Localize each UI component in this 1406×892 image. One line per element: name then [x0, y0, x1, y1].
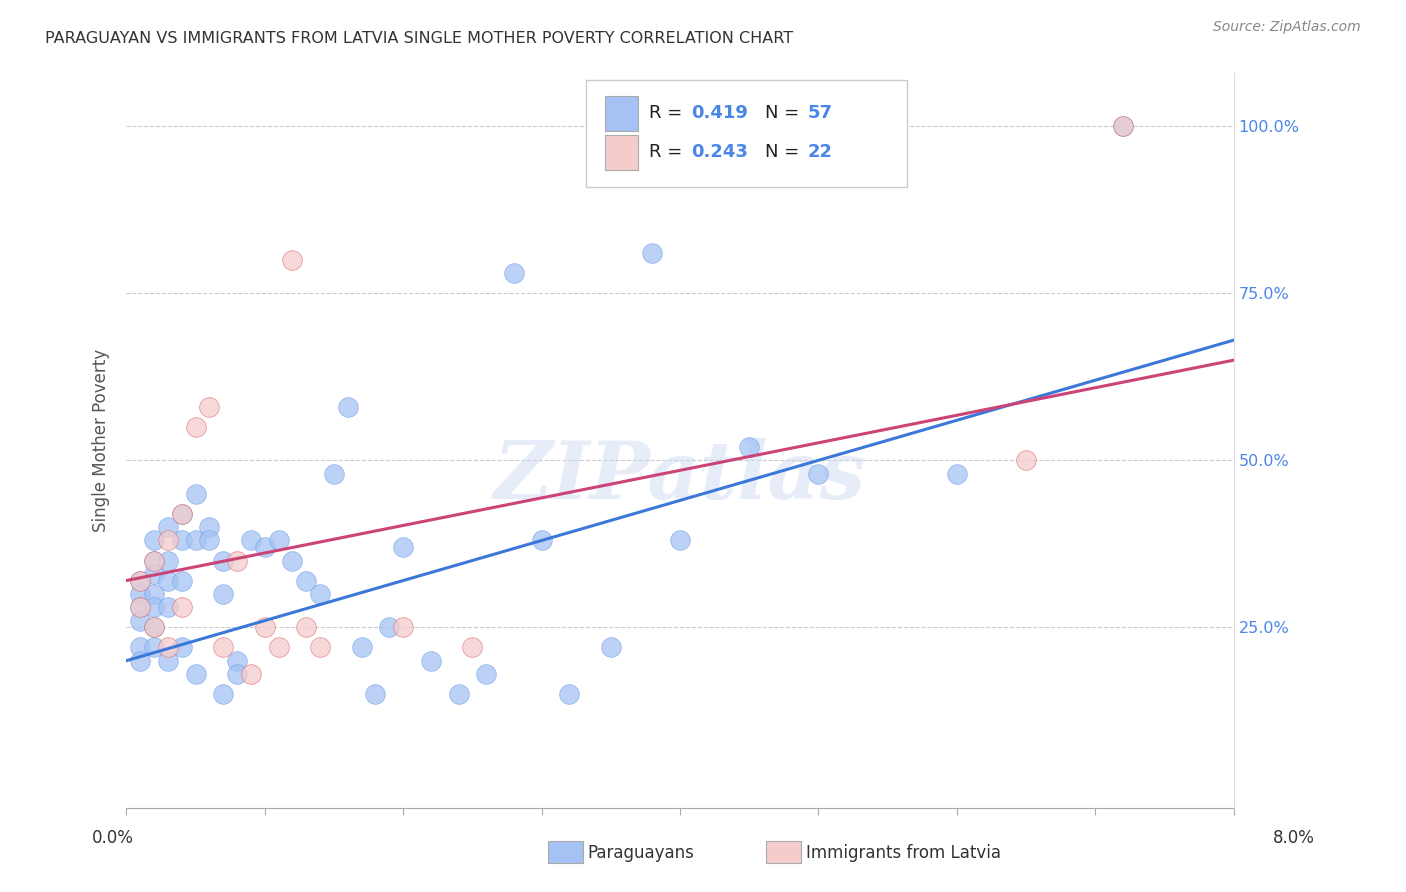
Text: 57: 57	[807, 104, 832, 122]
Point	[143, 620, 166, 634]
Point	[198, 533, 221, 548]
Text: R =: R =	[650, 104, 688, 122]
Point	[129, 574, 152, 588]
Point	[143, 620, 166, 634]
Point	[198, 520, 221, 534]
Point	[156, 654, 179, 668]
Point	[1015, 453, 1038, 467]
Point	[129, 587, 152, 601]
Point	[295, 574, 318, 588]
Point	[129, 654, 152, 668]
Text: R =: R =	[650, 144, 688, 161]
Point	[309, 587, 332, 601]
Point	[156, 574, 179, 588]
Point	[1112, 120, 1135, 134]
Point	[641, 246, 664, 260]
Point	[295, 620, 318, 634]
Point	[419, 654, 441, 668]
Point	[323, 467, 346, 481]
Point	[807, 467, 830, 481]
Point	[170, 507, 193, 521]
Point	[143, 587, 166, 601]
Point	[143, 533, 166, 548]
Point	[281, 553, 304, 567]
Text: 0.243: 0.243	[692, 144, 748, 161]
Text: N =: N =	[765, 104, 806, 122]
Point	[170, 574, 193, 588]
Point	[143, 566, 166, 581]
Point	[184, 487, 207, 501]
Point	[129, 600, 152, 615]
Point	[336, 400, 359, 414]
Text: Paraguayans: Paraguayans	[588, 844, 695, 862]
Point	[503, 266, 526, 280]
Text: ZIPatlas: ZIPatlas	[494, 438, 866, 516]
Point	[226, 667, 249, 681]
Point	[475, 667, 498, 681]
FancyBboxPatch shape	[586, 80, 907, 186]
Point	[447, 687, 470, 701]
Point	[599, 640, 621, 655]
Point	[669, 533, 692, 548]
Point	[212, 640, 235, 655]
Text: 0.419: 0.419	[692, 104, 748, 122]
Point	[738, 440, 761, 454]
Text: PARAGUAYAN VS IMMIGRANTS FROM LATVIA SINGLE MOTHER POVERTY CORRELATION CHART: PARAGUAYAN VS IMMIGRANTS FROM LATVIA SIN…	[45, 31, 793, 46]
Point	[184, 667, 207, 681]
Point	[364, 687, 387, 701]
Point	[392, 540, 415, 554]
Text: N =: N =	[765, 144, 806, 161]
Text: 0.0%: 0.0%	[91, 829, 134, 847]
Point	[129, 614, 152, 628]
Point	[184, 420, 207, 434]
Point	[170, 600, 193, 615]
Point	[212, 587, 235, 601]
Text: 22: 22	[807, 144, 832, 161]
Point	[530, 533, 553, 548]
Point	[378, 620, 401, 634]
Point	[350, 640, 373, 655]
Point	[239, 533, 262, 548]
Point	[309, 640, 332, 655]
Point	[1112, 120, 1135, 134]
Point	[253, 540, 276, 554]
Point	[392, 620, 415, 634]
Point	[198, 400, 221, 414]
Bar	[605, 95, 638, 131]
Point	[558, 687, 581, 701]
Point	[170, 533, 193, 548]
Point	[239, 667, 262, 681]
Text: Immigrants from Latvia: Immigrants from Latvia	[806, 844, 1001, 862]
Point	[281, 252, 304, 267]
Point	[156, 640, 179, 655]
Point	[212, 553, 235, 567]
Point	[170, 640, 193, 655]
Y-axis label: Single Mother Poverty: Single Mother Poverty	[93, 349, 110, 532]
Point	[267, 533, 290, 548]
Point	[461, 640, 484, 655]
Point	[143, 553, 166, 567]
Point	[143, 600, 166, 615]
Point	[212, 687, 235, 701]
Point	[143, 553, 166, 567]
Text: Source: ZipAtlas.com: Source: ZipAtlas.com	[1213, 20, 1361, 34]
Point	[946, 467, 969, 481]
Point	[129, 574, 152, 588]
Text: 8.0%: 8.0%	[1272, 829, 1315, 847]
Point	[156, 553, 179, 567]
Point	[156, 600, 179, 615]
Point	[226, 654, 249, 668]
Point	[267, 640, 290, 655]
Point	[253, 620, 276, 634]
Bar	[605, 135, 638, 170]
Point	[143, 640, 166, 655]
Point	[156, 533, 179, 548]
Point	[129, 600, 152, 615]
Point	[184, 533, 207, 548]
Point	[156, 520, 179, 534]
Point	[170, 507, 193, 521]
Point	[226, 553, 249, 567]
Point	[129, 640, 152, 655]
